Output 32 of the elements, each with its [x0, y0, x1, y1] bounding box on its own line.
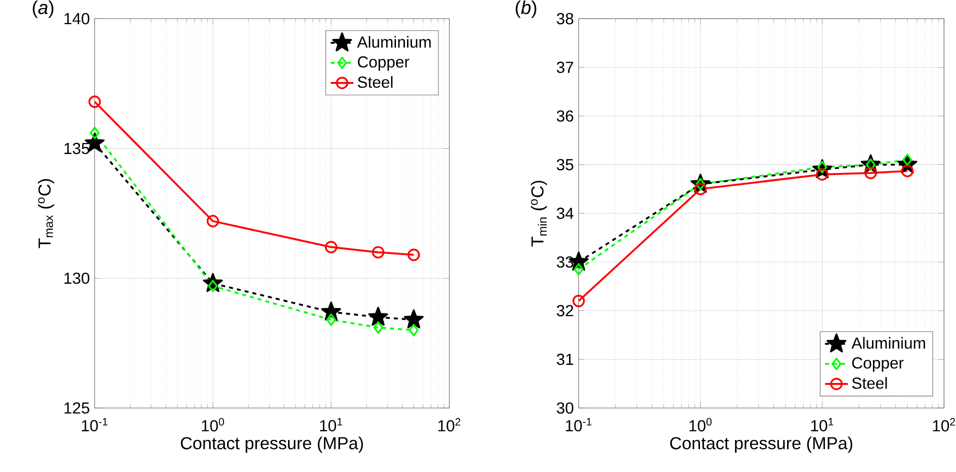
- y-tick-label: 35: [556, 159, 574, 170]
- x-axis-title: Contact pressure (MPa): [180, 436, 363, 453]
- x-axis-title: Contact pressure (MPa): [670, 436, 852, 453]
- legend-label: Copper: [852, 357, 904, 372]
- y-axis-title: T$_{max}$ ($^{o}$C): [38, 179, 54, 248]
- legend-label: Aluminium: [851, 337, 926, 349]
- x-tick-label: 10$^{-1}$: [566, 418, 592, 432]
- x-tick-label: 10$^{0}$: [689, 418, 712, 432]
- x-tick-label: 10$^{1}$: [811, 418, 834, 432]
- y-tick-label: 31: [556, 354, 574, 365]
- text: (b): [516, 0, 536, 18]
- y-tick-label: 32: [556, 305, 574, 316]
- legend-label: Aluminium: [357, 36, 431, 48]
- text: (a): [32, 0, 54, 18]
- y-tick-label: 37: [556, 62, 574, 73]
- x-tick-label: 10$^{2}$: [933, 418, 955, 432]
- y-tick-label: 36: [556, 110, 574, 122]
- legend-label: Steel: [358, 76, 392, 88]
- y-tick-label: 34: [556, 208, 574, 219]
- y-tick-label: 38: [556, 13, 574, 24]
- x-tick-label: 10$^{1}$: [320, 418, 342, 432]
- legend-label: Steel: [852, 377, 887, 389]
- y-tick-label: 125: [64, 402, 90, 414]
- y-tick-label: 30: [556, 402, 574, 414]
- y-tick-label: 130: [64, 272, 90, 284]
- y-tick-label: 135: [64, 142, 90, 154]
- x-tick-label: 10$^{2}$: [438, 418, 460, 432]
- x-tick-label: 10$^{-1}$: [82, 418, 108, 432]
- y-tick-label: 140: [64, 13, 90, 24]
- x-tick-label: 10$^{0}$: [202, 418, 224, 432]
- y-axis-title: T$_{min}$ ($^{o}$C): [530, 180, 548, 246]
- legend-label: Copper: [358, 56, 410, 71]
